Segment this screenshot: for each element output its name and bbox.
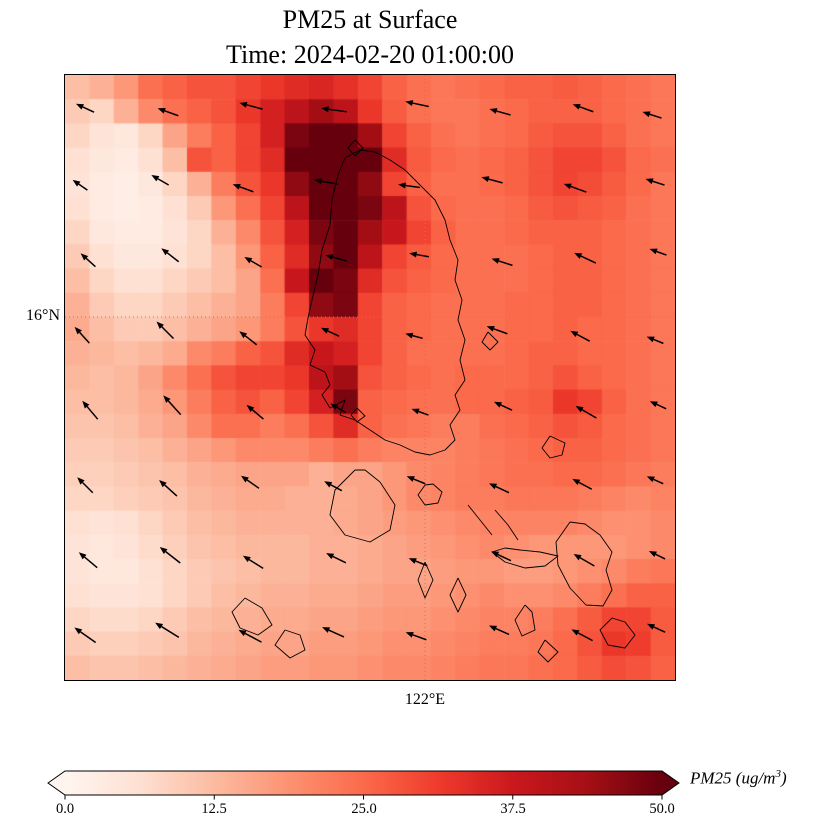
y-axis-tick-label: 16°N [26, 307, 60, 324]
colorbar-tick-4: 50.0 [649, 801, 675, 817]
x-axis-tick-label: 122°E [404, 691, 446, 708]
colorbar-tick-3: 37.5 [500, 801, 526, 817]
colorbar-label-suffix: ) [780, 768, 787, 788]
colorbar-tick-0: 0.0 [55, 801, 75, 817]
colorbar-bar [47, 770, 680, 796]
colorbar-label-sup: 3 [775, 768, 781, 780]
colorbar-label: PM25 (ug/m3) [690, 768, 787, 789]
colorbar-svg [47, 770, 680, 800]
chart-title: PM25 at Surface [282, 5, 458, 34]
colorbar-label-prefix: PM25 (ug/m [690, 768, 776, 788]
colorbar-tick-2: 25.0 [351, 801, 377, 817]
chart-subtitle-time: Time: 2024-02-20 01:00:00 [226, 40, 514, 69]
heatmap-canvas [65, 75, 675, 680]
colorbar-tick-1: 12.5 [201, 801, 227, 817]
map-plot-area [64, 74, 676, 681]
